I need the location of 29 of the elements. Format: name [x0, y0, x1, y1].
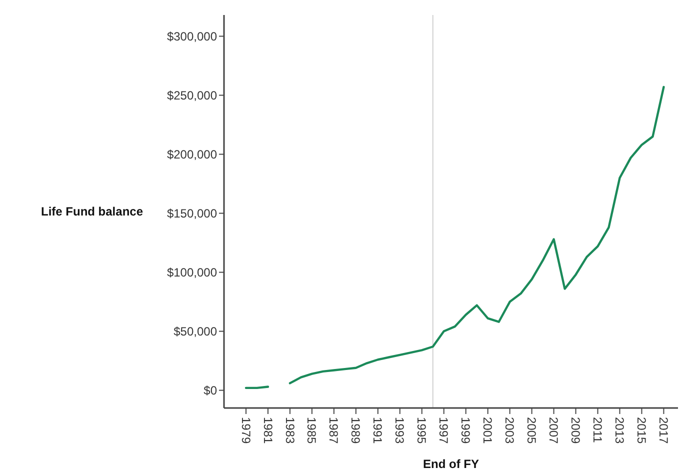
x-tick-label: 2003 [502, 417, 517, 444]
x-tick-label: 1995 [414, 417, 429, 444]
x-axis-title: End of FY [423, 457, 479, 471]
x-tick-label: 1979 [238, 417, 253, 444]
y-tick-label: $0 [204, 383, 218, 398]
x-tick-label: 1985 [304, 417, 319, 444]
y-tick-label: $200,000 [166, 147, 218, 162]
x-tick-label: 2013 [612, 417, 627, 444]
x-tick-label: 1987 [326, 417, 341, 444]
x-tick-label: 2007 [546, 417, 561, 444]
y-tick-label: $150,000 [166, 206, 218, 220]
x-tick-label: 1991 [370, 417, 385, 444]
x-tick-label: 1997 [436, 417, 451, 444]
x-tick-label: 2001 [480, 417, 495, 444]
y-tick-label: $300,000 [166, 29, 218, 44]
y-axis-title: Life Fund balance [40, 204, 144, 219]
x-tick-label: 1983 [282, 417, 297, 444]
x-tick-label: 1981 [260, 417, 275, 444]
y-tick-label: $100,000 [166, 265, 218, 280]
y-tick-label: $50,000 [174, 324, 218, 338]
y-tick-label: $250,000 [166, 88, 218, 102]
x-tick-label: 2005 [524, 417, 539, 444]
x-tick-label: 2017 [656, 417, 671, 444]
x-tick-label: 2015 [634, 417, 649, 444]
x-tick-label: 1989 [348, 417, 363, 444]
x-tick-label: 1999 [458, 417, 473, 444]
x-tick-label: 1993 [392, 417, 407, 444]
x-tick-label: 2009 [568, 417, 583, 444]
x-tick-label: 2011 [590, 417, 605, 444]
